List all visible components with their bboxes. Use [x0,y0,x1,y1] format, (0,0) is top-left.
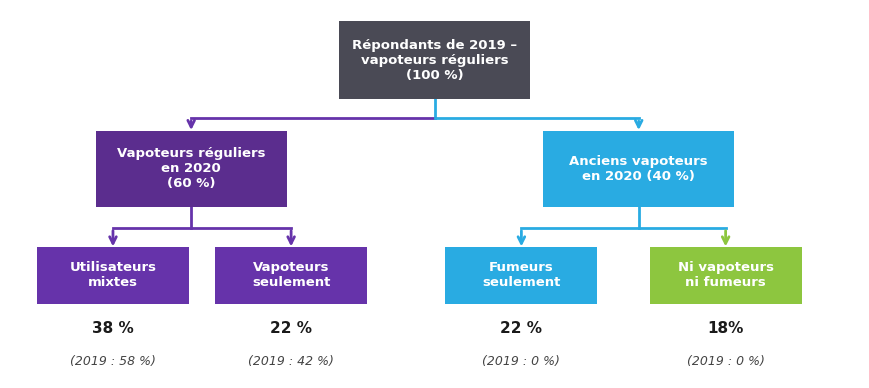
Text: Utilisateurs
mixtes: Utilisateurs mixtes [70,262,156,289]
Text: Fumeurs
seulement: Fumeurs seulement [482,262,561,289]
Text: Vapoteurs réguliers
en 2020
(60 %): Vapoteurs réguliers en 2020 (60 %) [117,147,265,190]
Text: 38 %: 38 % [92,321,134,336]
Text: Répondants de 2019 –
vapoteurs réguliers
(100 %): Répondants de 2019 – vapoteurs réguliers… [352,39,517,81]
FancyBboxPatch shape [543,131,734,207]
Text: Ni vapoteurs
ni fumeurs: Ni vapoteurs ni fumeurs [678,262,773,289]
FancyBboxPatch shape [649,248,801,303]
FancyBboxPatch shape [445,248,598,303]
FancyBboxPatch shape [216,248,367,303]
Text: (2019 : 0 %): (2019 : 0 %) [482,355,561,368]
FancyBboxPatch shape [36,248,189,303]
Text: 22 %: 22 % [501,321,542,336]
FancyBboxPatch shape [339,21,530,99]
Text: Anciens vapoteurs
en 2020 (40 %): Anciens vapoteurs en 2020 (40 %) [569,155,708,183]
Text: Vapoteurs
seulement: Vapoteurs seulement [252,262,330,289]
Text: (2019 : 0 %): (2019 : 0 %) [687,355,765,368]
Text: 18%: 18% [707,321,744,336]
Text: 22 %: 22 % [270,321,312,336]
Text: (2019 : 58 %): (2019 : 58 %) [70,355,156,368]
Text: (2019 : 42 %): (2019 : 42 %) [249,355,334,368]
FancyBboxPatch shape [96,131,287,207]
